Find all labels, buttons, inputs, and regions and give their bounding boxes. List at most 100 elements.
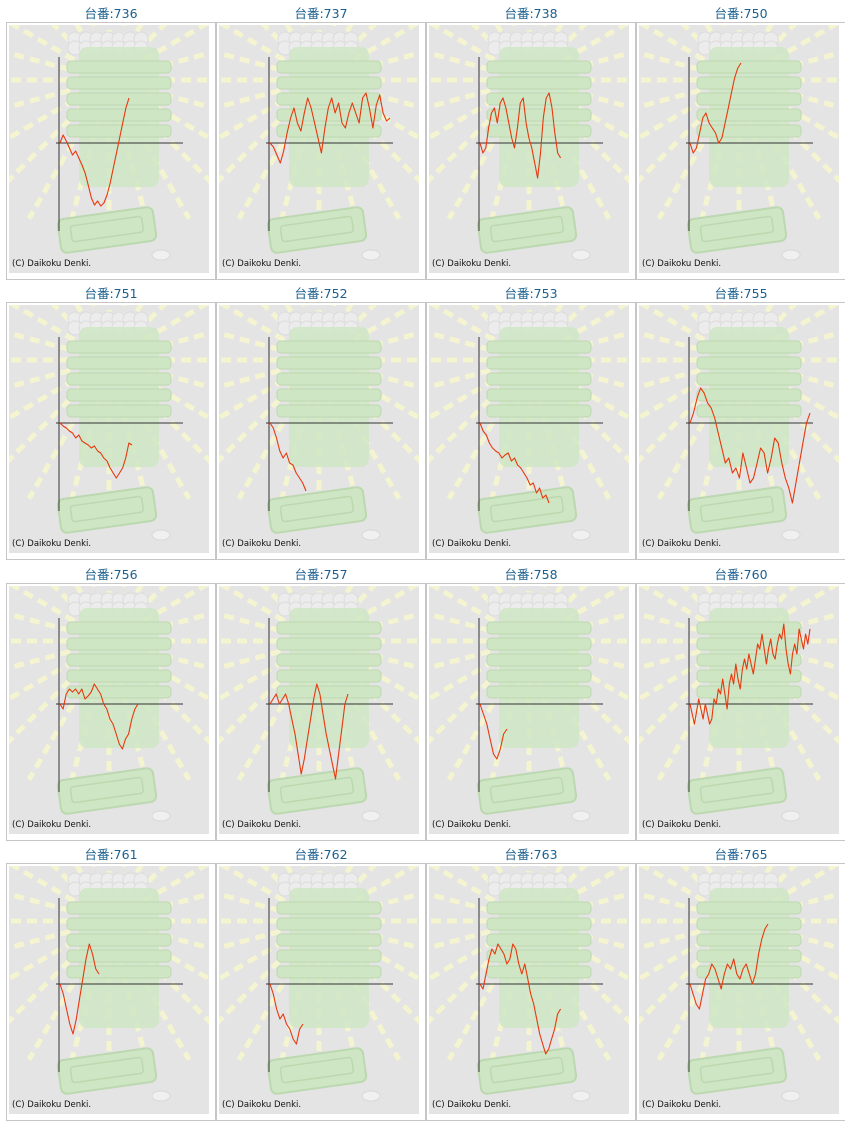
graph-frame: (C) Daikoku Denki. (636, 863, 845, 1121)
machine-graph-card: 台番:758 (C) Daikoku Denki. (426, 564, 636, 843)
background-machine (696, 327, 802, 467)
payout-series-line (269, 92, 391, 164)
graph-frame: (C) Daikoku Denki. (426, 583, 636, 841)
machine-number-label[interactable]: 台番:752 (294, 286, 348, 301)
coin-icon (571, 810, 591, 822)
background-tray (266, 767, 368, 815)
background-tray (56, 486, 158, 534)
copyright-text: (C) Daikoku Denki. (642, 539, 721, 549)
background-machine (66, 47, 172, 187)
copyright-text: (C) Daikoku Denki. (432, 539, 511, 549)
payout-series-line (479, 92, 562, 179)
machine-number-label[interactable]: 台番:738 (504, 6, 558, 21)
payout-series-line (269, 422, 307, 492)
machine-number-label[interactable]: 台番:736 (84, 6, 138, 21)
copyright-text: (C) Daikoku Denki. (222, 1100, 301, 1110)
payout-series-line (59, 97, 130, 207)
machine-number-label[interactable]: 台番:758 (504, 567, 558, 582)
machine-number-label[interactable]: 台番:763 (504, 847, 558, 862)
copyright-text: (C) Daikoku Denki. (642, 259, 721, 269)
machine-graph-card: 台番:736 (C) Daikoku Denki. (6, 3, 216, 282)
machine-number-label[interactable]: 台番:765 (714, 847, 768, 862)
payout-graph: (C) Daikoku Denki. (219, 305, 419, 553)
coin-icon (361, 529, 381, 541)
machine-graph-card: 台番:762 (C) Daikoku Denki. (216, 844, 426, 1123)
coin-icon (361, 1090, 381, 1102)
background-machine (486, 888, 592, 1028)
payout-series-line (689, 62, 742, 154)
copyright-text: (C) Daikoku Denki. (222, 820, 301, 830)
coin-icon (151, 810, 171, 822)
copyright-text: (C) Daikoku Denki. (432, 820, 511, 830)
machine-graph-card: 台番:755 (C) Daikoku Denki. (636, 283, 845, 562)
copyright-text: (C) Daikoku Denki. (642, 820, 721, 830)
background-machine (486, 47, 592, 187)
machine-number-label[interactable]: 台番:751 (84, 286, 138, 301)
payout-series-line (689, 387, 811, 504)
payout-series-line (59, 422, 133, 479)
machine-graph-card: 台番:753 (C) Daikoku Denki. (426, 283, 636, 562)
coin-icon (781, 249, 801, 261)
background-orbs (277, 311, 359, 336)
copyright-text: (C) Daikoku Denki. (432, 259, 511, 269)
background-machine (696, 608, 802, 748)
machine-number-label[interactable]: 台番:753 (504, 286, 558, 301)
payout-series-line (479, 422, 550, 504)
background-machine (66, 608, 172, 748)
payout-series-line (269, 683, 349, 780)
machine-number-label[interactable]: 台番:760 (714, 567, 768, 582)
background-machine (696, 47, 802, 187)
coin-icon (571, 529, 591, 541)
copyright-text: (C) Daikoku Denki. (642, 1100, 721, 1110)
background-tray (686, 1047, 788, 1095)
machine-number-label[interactable]: 台番:757 (294, 567, 348, 582)
background-tray (266, 206, 368, 254)
payout-graph: (C) Daikoku Denki. (639, 25, 839, 273)
coin-icon (781, 1090, 801, 1102)
coin-icon (151, 1090, 171, 1102)
payout-series-line (479, 943, 562, 1055)
machine-number-label[interactable]: 台番:761 (84, 847, 138, 862)
payout-graph: (C) Daikoku Denki. (429, 866, 629, 1114)
machine-number-label[interactable]: 台番:756 (84, 567, 138, 582)
machine-graph-card: 台番:765 (C) Daikoku Denki. (636, 844, 845, 1123)
background-tray (56, 1047, 158, 1095)
machine-number-label[interactable]: 台番:762 (294, 847, 348, 862)
payout-graph: (C) Daikoku Denki. (429, 305, 629, 553)
graph-frame: (C) Daikoku Denki. (636, 22, 845, 280)
background-tray (56, 767, 158, 815)
machine-number-label[interactable]: 台番:750 (714, 6, 768, 21)
machine-number-label[interactable]: 台番:755 (714, 286, 768, 301)
machine-graph-card: 台番:763 (C) Daikoku Denki. (426, 844, 636, 1123)
background-machine (276, 888, 382, 1028)
background-tray (476, 1047, 578, 1095)
coin-icon (361, 810, 381, 822)
background-tray (476, 486, 578, 534)
graph-frame: (C) Daikoku Denki. (426, 863, 636, 1121)
payout-series-line (689, 923, 769, 1010)
coin-icon (151, 249, 171, 261)
payout-graph: (C) Daikoku Denki. (429, 586, 629, 834)
coin-icon (571, 1090, 591, 1102)
machine-graph-card: 台番:752 (C) Daikoku Denki. (216, 283, 426, 562)
payout-graph: (C) Daikoku Denki. (639, 866, 839, 1114)
payout-series-line (59, 943, 100, 1035)
machine-number-label[interactable]: 台番:737 (294, 6, 348, 21)
background-machine (696, 888, 802, 1028)
background-tray (476, 206, 578, 254)
payout-series-line (269, 983, 304, 1045)
copyright-text: (C) Daikoku Denki. (12, 820, 91, 830)
machine-graph-card: 台番:760 (C) Daikoku Denki. (636, 564, 845, 843)
graph-frame: (C) Daikoku Denki. (6, 863, 216, 1121)
payout-graph: (C) Daikoku Denki. (639, 586, 839, 834)
copyright-text: (C) Daikoku Denki. (12, 1100, 91, 1110)
graph-frame: (C) Daikoku Denki. (636, 302, 845, 560)
payout-graph: (C) Daikoku Denki. (219, 866, 419, 1114)
background-tray (686, 486, 788, 534)
background-tray (56, 206, 158, 254)
graph-frame: (C) Daikoku Denki. (6, 22, 216, 280)
payout-series-line (689, 623, 811, 725)
background-machine (276, 608, 382, 748)
graph-frame: (C) Daikoku Denki. (636, 583, 845, 841)
graph-frame: (C) Daikoku Denki. (6, 583, 216, 841)
